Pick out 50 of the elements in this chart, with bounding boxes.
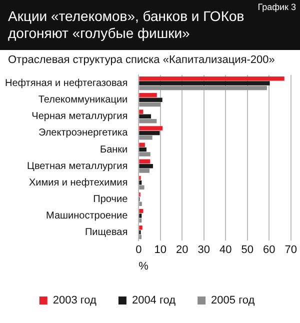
bar bbox=[139, 86, 267, 90]
bar bbox=[139, 142, 145, 147]
text: График 3 bbox=[258, 2, 296, 12]
x-tick-label: 10 bbox=[154, 244, 167, 256]
bar bbox=[139, 202, 142, 206]
bar bbox=[139, 76, 284, 81]
bar bbox=[139, 214, 142, 218]
bar bbox=[139, 159, 150, 164]
y-tick-label: Нефтяная и нефтегазовая bbox=[4, 78, 128, 90]
x-tick-label: 60 bbox=[263, 244, 276, 256]
bar bbox=[139, 102, 161, 107]
y-tick-label: Машиностроение bbox=[46, 210, 128, 222]
x-tick-label: 70 bbox=[284, 244, 298, 256]
bar bbox=[139, 114, 152, 119]
bar bbox=[139, 147, 146, 152]
y-tick-label: Черная металлургия bbox=[32, 111, 128, 122]
y-tick-label: Электроэнергетика bbox=[38, 128, 128, 139]
bar bbox=[139, 226, 142, 230]
bar bbox=[139, 218, 142, 223]
bar bbox=[139, 110, 144, 114]
bar bbox=[139, 208, 144, 214]
bar bbox=[139, 130, 160, 136]
y-tick-label: Химия и нефтехимия bbox=[28, 177, 128, 188]
y-tick-label: Телекоммуникации bbox=[38, 94, 128, 106]
bar bbox=[139, 98, 162, 102]
bar bbox=[139, 164, 153, 168]
x-tick-label: 50 bbox=[241, 244, 254, 256]
legend-label: 2005 год bbox=[211, 294, 256, 307]
y-tick-label: Прочие bbox=[93, 194, 128, 205]
x-axis-title: % bbox=[138, 260, 149, 272]
x-tick-label: 40 bbox=[220, 244, 232, 256]
legend-label: 2003 год bbox=[52, 294, 98, 307]
bar bbox=[139, 136, 152, 140]
y-tick-label: Цветная металлургия bbox=[27, 160, 128, 172]
bar bbox=[139, 180, 142, 185]
chart-title: Акции «телекомов», банков и ГОКов догоняют «голубые фишки» bbox=[8, 8, 246, 42]
legend-label: 2004 год bbox=[132, 294, 176, 307]
y-tick-label: Банки bbox=[100, 144, 128, 156]
bar bbox=[139, 168, 150, 173]
x-tick-label: 20 bbox=[176, 244, 188, 256]
bar bbox=[139, 152, 150, 156]
bar bbox=[139, 81, 270, 86]
bar bbox=[139, 126, 163, 130]
bar bbox=[139, 118, 157, 124]
chart-subtitle: Отраслевая структура списка «Капитализация-200» bbox=[7, 53, 276, 66]
bar bbox=[139, 185, 144, 190]
x-tick-label: 30 bbox=[198, 244, 210, 256]
x-tick-label: 0 bbox=[136, 244, 142, 256]
bar bbox=[139, 93, 157, 98]
y-tick-label: Пищевая bbox=[84, 227, 128, 238]
